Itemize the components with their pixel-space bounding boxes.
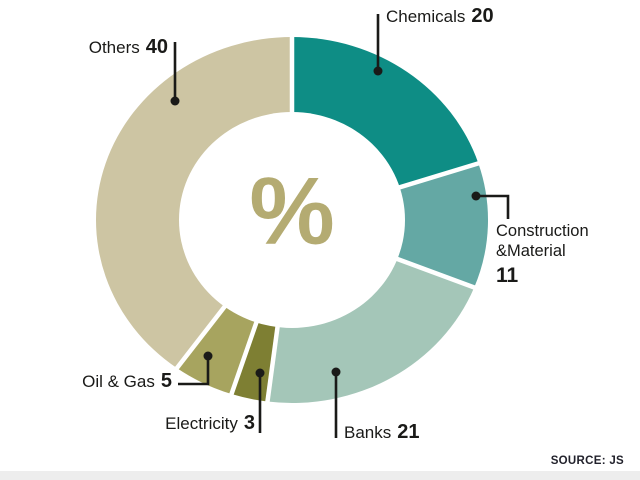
leader-dot: [255, 368, 265, 378]
label-construction-material-value: 11: [496, 263, 519, 287]
label-others: Others 40: [89, 36, 168, 59]
label-electricity: Electricity 3: [165, 412, 255, 435]
donut-hole: [179, 112, 405, 328]
leader-dot: [331, 367, 341, 377]
leader-dot: [203, 351, 213, 361]
label-chemicals-value: 20: [471, 5, 494, 27]
leader-dot: [170, 96, 180, 106]
label-oil-gas-name: Oil & Gas: [82, 372, 155, 391]
leader-line: [178, 356, 210, 386]
label-construction-material-name: Construction &Material: [496, 222, 589, 260]
percent-symbol: %: [249, 158, 335, 266]
label-construction-material: Construction &Material 11: [496, 222, 600, 288]
leader-line: [476, 194, 510, 219]
label-oil-gas: Oil & Gas 5: [82, 370, 172, 393]
leader-dot: [471, 191, 481, 201]
label-banks: Banks 21: [344, 421, 420, 444]
label-banks-name: Banks: [344, 423, 392, 442]
label-chemicals: Chemicals 20: [386, 5, 494, 28]
leader-dot: [373, 66, 383, 76]
footer-strip: [0, 471, 640, 480]
label-oil-gas-value: 5: [160, 370, 172, 392]
label-others-value: 40: [145, 36, 168, 58]
label-chemicals-name: Chemicals: [386, 7, 466, 26]
label-others-name: Others: [88, 38, 140, 57]
label-electricity-value: 3: [243, 412, 255, 434]
leader-lines: [170, 14, 510, 438]
label-electricity-name: Electricity: [165, 414, 238, 433]
label-banks-value: 21: [397, 421, 420, 443]
source-credit: SOURCE: JS: [550, 455, 624, 467]
